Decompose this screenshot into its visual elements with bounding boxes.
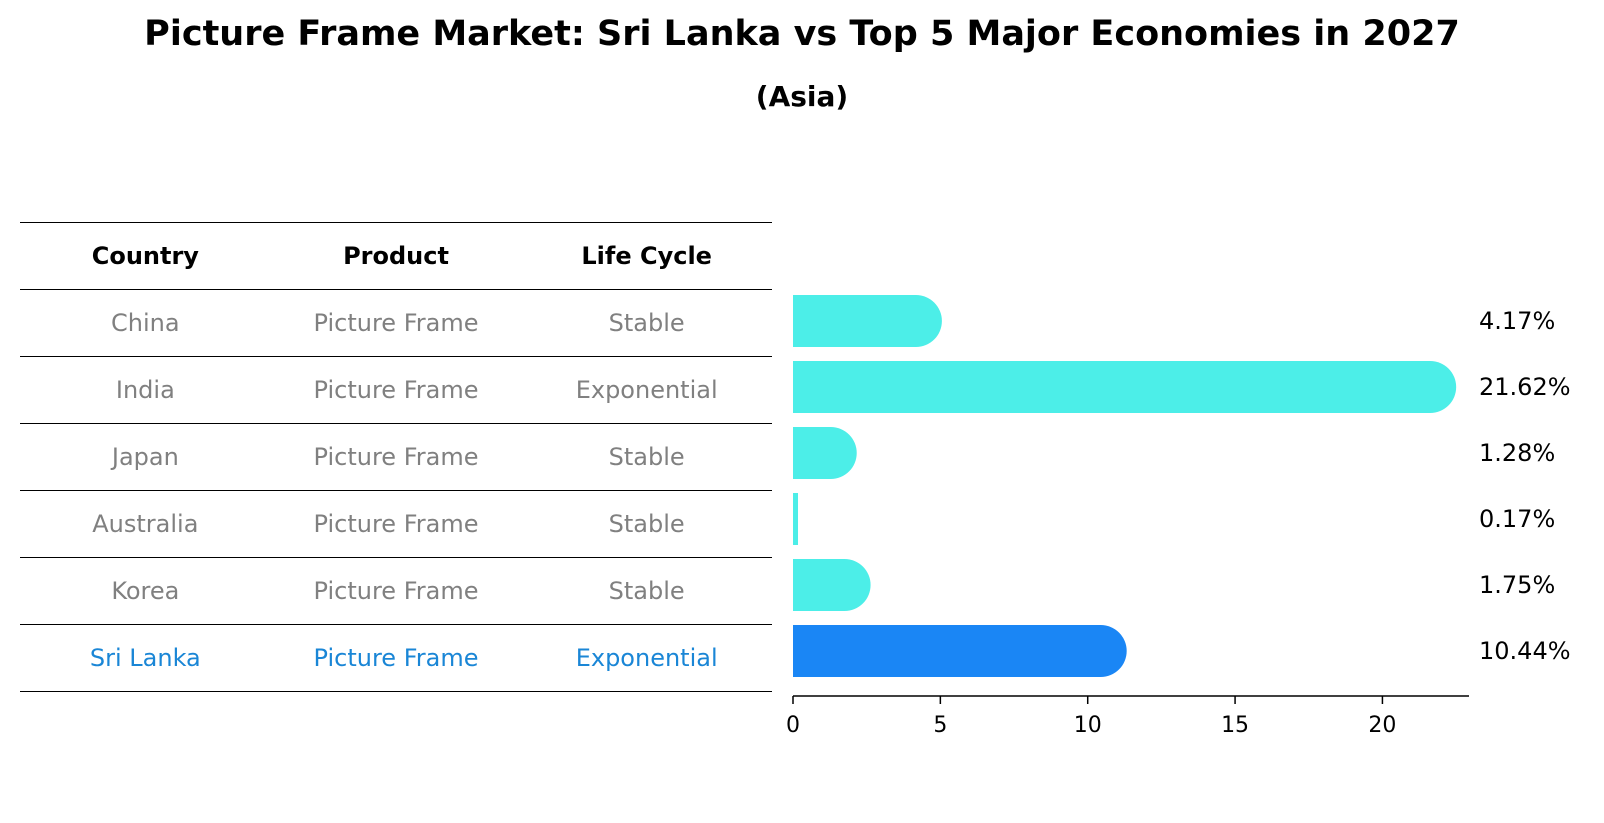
chart-subtitle: (Asia) bbox=[755, 80, 849, 113]
bar-australia bbox=[793, 493, 799, 545]
life-cycle-cell: Stable bbox=[608, 510, 685, 538]
chart-title: Picture Frame Market: Sri Lanka vs Top 5… bbox=[144, 14, 1460, 54]
x-tick-label: 0 bbox=[786, 713, 800, 738]
product-cell: Picture Frame bbox=[313, 376, 479, 404]
table-row-highlight: Sri Lanka Picture Frame Exponential bbox=[20, 624, 772, 692]
table-header-row: Country Product Life Cycle bbox=[20, 222, 772, 289]
product-cell: Picture Frame bbox=[313, 577, 479, 605]
value-label: 4.17% bbox=[1479, 307, 1555, 335]
table-row: Australia Picture Frame Stable bbox=[20, 490, 772, 557]
header-country: Country bbox=[91, 242, 199, 270]
table-row: Korea Picture Frame Stable bbox=[20, 557, 772, 624]
country-cell: India bbox=[115, 376, 175, 404]
product-cell: Picture Frame bbox=[313, 309, 479, 337]
bar-japan bbox=[793, 427, 857, 479]
product-cell: Picture Frame bbox=[313, 644, 479, 672]
header-product: Product bbox=[343, 242, 449, 270]
table-row: Japan Picture Frame Stable bbox=[20, 423, 772, 490]
value-label: 1.28% bbox=[1479, 439, 1555, 467]
data-table: Country Product Life Cycle China Picture… bbox=[20, 222, 772, 692]
life-cycle-cell: Exponential bbox=[575, 644, 718, 672]
life-cycle-cell: Exponential bbox=[575, 376, 718, 404]
product-cell: Picture Frame bbox=[313, 510, 479, 538]
table-row: India Picture Frame Exponential bbox=[20, 356, 772, 423]
x-tick-label: 15 bbox=[1221, 713, 1249, 738]
bar-india bbox=[793, 361, 1457, 413]
x-tick-label: 5 bbox=[933, 713, 947, 738]
life-cycle-cell: Stable bbox=[608, 309, 685, 337]
country-cell: Japan bbox=[111, 443, 179, 471]
life-cycle-cell: Stable bbox=[608, 443, 685, 471]
country-cell: Australia bbox=[92, 510, 199, 538]
x-tick-label: 20 bbox=[1368, 713, 1396, 738]
x-tick-label: 10 bbox=[1074, 713, 1102, 738]
country-cell: China bbox=[111, 309, 180, 337]
bar-sri-lanka bbox=[793, 625, 1127, 677]
product-cell: Picture Frame bbox=[313, 443, 479, 471]
bar-korea bbox=[793, 559, 871, 611]
bar-china bbox=[793, 295, 942, 347]
value-label: 21.62% bbox=[1479, 373, 1571, 401]
life-cycle-cell: Stable bbox=[608, 577, 685, 605]
value-label: 10.44% bbox=[1479, 637, 1571, 665]
country-cell: Korea bbox=[111, 577, 180, 605]
header-life-cycle: Life Cycle bbox=[581, 242, 712, 270]
value-label: 1.75% bbox=[1479, 571, 1555, 599]
table-row: China Picture Frame Stable bbox=[20, 289, 772, 356]
value-label: 0.17% bbox=[1479, 505, 1555, 533]
country-cell: Sri Lanka bbox=[89, 644, 201, 672]
